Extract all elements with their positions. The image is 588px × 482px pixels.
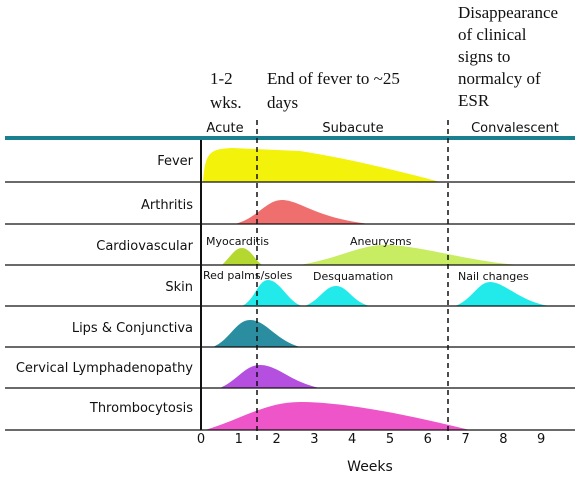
x-tick-label: 9 <box>537 432 545 447</box>
annotation: of clinical <box>458 25 527 44</box>
x-axis-label: Weeks <box>347 459 393 475</box>
annotation: ESR <box>458 91 490 110</box>
x-tick-label: 2 <box>272 432 280 447</box>
myocarditis-curve <box>222 248 262 265</box>
curve-label: Aneurysms <box>350 235 412 248</box>
row-label: Lips & Conjunctiva <box>72 321 193 336</box>
x-tick-label: 4 <box>348 432 356 447</box>
thrombocytosis-curve <box>205 402 470 430</box>
annotation: normalcy of <box>458 69 541 88</box>
row-label: Skin <box>165 280 193 295</box>
row-dividers <box>5 181 575 431</box>
curve-label: Red palms/soles <box>203 269 293 282</box>
skin-curve-1 <box>242 280 302 306</box>
curve-label: Myocarditis <box>206 235 269 248</box>
cervical-curve <box>220 365 320 388</box>
x-ticks: 0 1 2 3 4 5 6 7 8 9 <box>197 432 545 447</box>
x-tick-label: 5 <box>386 432 394 447</box>
lips-curve <box>213 320 300 347</box>
annotation: Disappearance <box>458 3 558 22</box>
phase-label: Convalescent <box>471 121 559 136</box>
phase-label: Subacute <box>322 121 383 136</box>
annotation: End of fever to ~25 <box>267 69 400 88</box>
annotation: 1-2 <box>210 69 233 88</box>
annotation: days <box>267 93 298 112</box>
row-label: Thrombocytosis <box>89 401 193 416</box>
row-label: Fever <box>157 154 193 169</box>
fever-curve <box>203 148 440 182</box>
curves <box>203 148 550 430</box>
x-tick-label: 6 <box>424 432 432 447</box>
row-label: Cardiovascular <box>96 239 193 254</box>
annotation: wks. <box>210 93 242 112</box>
annotation: signs to <box>458 47 510 66</box>
x-tick-label: 3 <box>310 432 318 447</box>
phase-label: Acute <box>206 121 243 136</box>
skin-curve-2 <box>305 286 370 306</box>
row-label: Arthritis <box>141 198 193 213</box>
curve-label: Desquamation <box>313 270 393 283</box>
x-tick-label: 0 <box>197 432 205 447</box>
x-tick-label: 1 <box>235 432 243 447</box>
curve-label: Nail changes <box>458 270 529 283</box>
skin-curve-3 <box>455 282 550 306</box>
x-tick-label: 7 <box>461 432 469 447</box>
x-tick-label: 8 <box>499 432 507 447</box>
aneurysm-curve <box>300 245 520 265</box>
row-label: Cervical Lymphadenopathy <box>16 361 193 376</box>
arthritis-curve <box>235 200 370 224</box>
